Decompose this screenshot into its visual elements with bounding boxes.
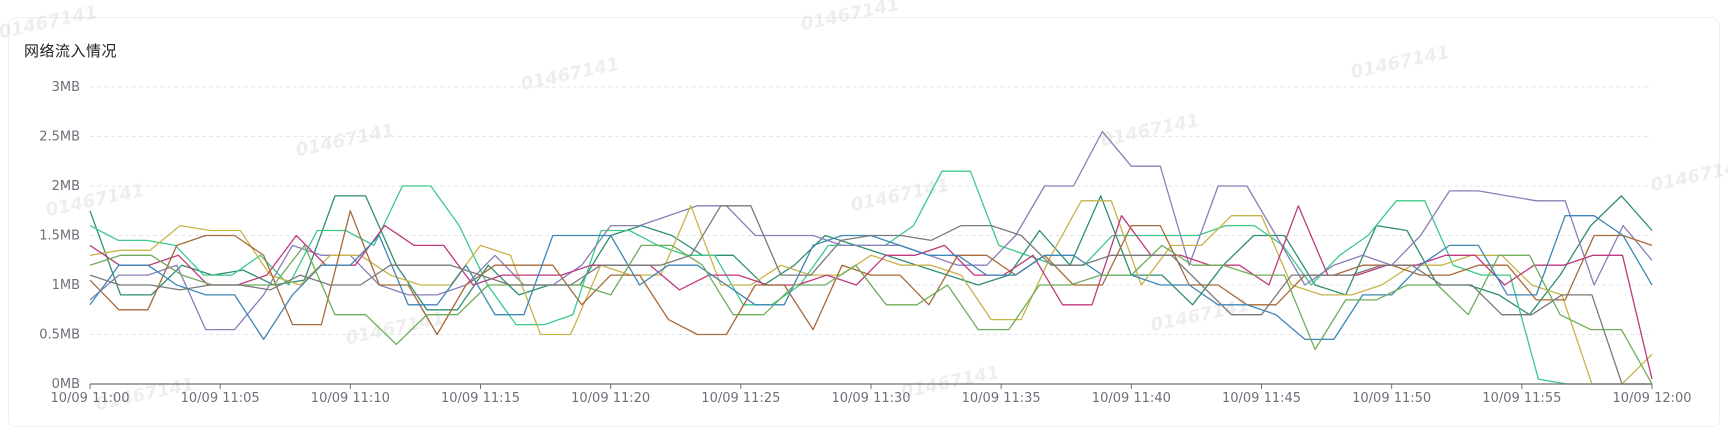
x-tick-label: 10/09 11:30 (831, 391, 910, 406)
x-tick-label: 10/09 11:40 (1092, 391, 1171, 406)
x-tick-label: 10/09 11:55 (1482, 391, 1561, 406)
y-tick-label: 3MB (52, 80, 80, 95)
series-line (89, 170, 1652, 385)
x-axis: 10/09 11:00 10/09 11:05 10/09 11:10 10/09 1… (50, 383, 1692, 406)
series-line (89, 205, 1652, 385)
x-tick-label: 10/09 11:15 (441, 391, 520, 406)
y-tick-label: 2MB (52, 179, 80, 194)
y-tick-label: 2.5MB (39, 130, 80, 145)
y-tick-label: 0MB (52, 377, 80, 392)
chart-title: 网络流入情况 (24, 42, 118, 60)
series-line (89, 200, 1653, 385)
series-line (89, 244, 1653, 385)
y-tick-label: 0.5MB (39, 328, 80, 343)
x-tick-label: 10/09 11:00 (50, 391, 129, 406)
y-axis-ticks: 0MB 0.5MB 1MB 1.5MB 2MB 2.5MB 3MB (39, 80, 80, 392)
series-line (89, 210, 1653, 336)
x-tick-label: 10/09 11:05 (181, 391, 260, 406)
series-line (89, 215, 1653, 341)
x-tick-label: 10/09 11:50 (1352, 391, 1431, 406)
y-tick-label: 1MB (52, 278, 80, 293)
x-tick-label: 10/09 11:25 (701, 391, 780, 406)
series-line (89, 195, 1653, 316)
series-line (89, 205, 1653, 380)
series-lines (89, 130, 1653, 385)
x-tick-label: 10/09 11:10 (311, 391, 390, 406)
x-tick-label: 10/09 11:35 (962, 391, 1041, 406)
x-tick-label: 10/09 11:20 (571, 391, 650, 406)
x-tick-label: 10/09 12:00 (1612, 391, 1691, 406)
y-tick-label: 1.5MB (39, 229, 80, 244)
x-tick-label: 10/09 11:45 (1222, 391, 1301, 406)
grid-lines (90, 86, 1652, 335)
